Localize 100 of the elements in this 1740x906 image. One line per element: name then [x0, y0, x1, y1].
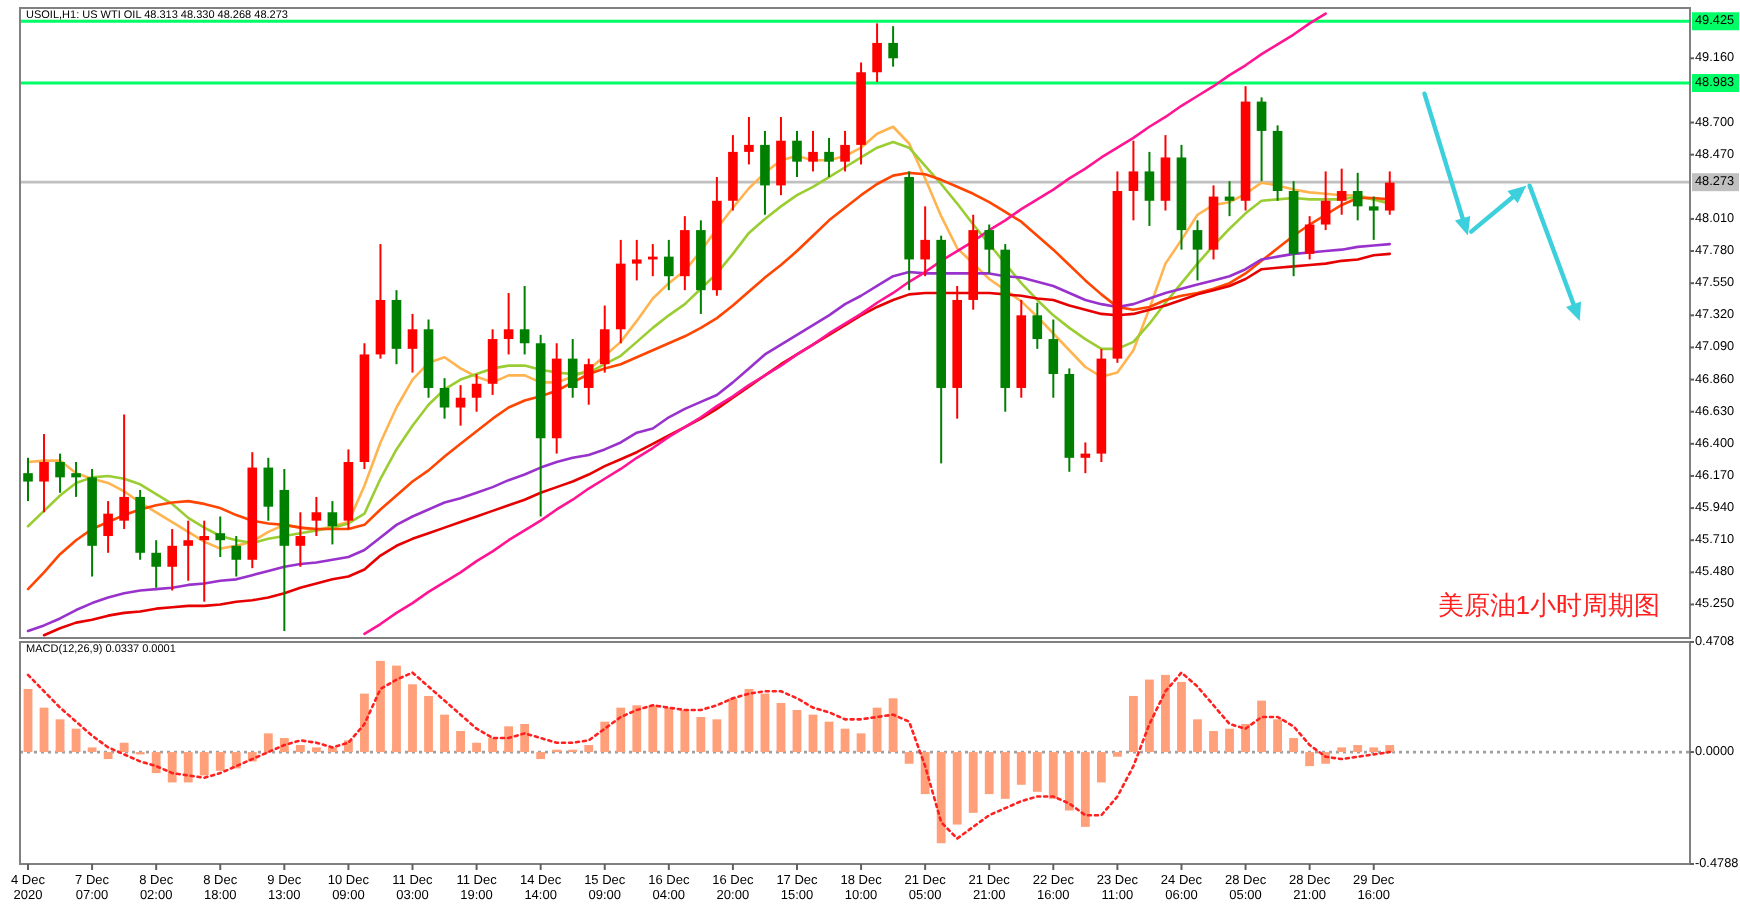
bar — [1337, 747, 1347, 753]
candlestick — [327, 500, 338, 546]
bar — [376, 660, 385, 753]
bar — [392, 665, 401, 753]
bar — [360, 693, 369, 753]
bar — [23, 688, 33, 753]
candlestick — [776, 115, 786, 197]
candlestick — [455, 384, 466, 427]
candlestick — [824, 136, 834, 179]
bar — [1129, 695, 1138, 753]
bar — [55, 719, 65, 753]
bar — [1096, 752, 1106, 783]
bar — [504, 726, 514, 753]
bar — [472, 742, 481, 753]
bar — [680, 709, 690, 753]
bar — [824, 721, 834, 753]
candlestick — [487, 328, 498, 396]
candlestick — [311, 495, 322, 538]
candlestick — [119, 413, 129, 531]
bar — [664, 707, 674, 753]
candlestick — [199, 519, 210, 603]
bar — [792, 709, 802, 753]
bar — [456, 731, 465, 753]
candlestick — [1160, 134, 1171, 212]
bar — [1032, 752, 1042, 792]
bar — [984, 752, 994, 795]
candlestick — [920, 205, 930, 278]
candlestick — [1320, 170, 1331, 232]
bar — [1016, 752, 1026, 785]
bar — [87, 747, 97, 753]
candlestick — [760, 129, 770, 216]
bar — [936, 752, 946, 844]
bar — [39, 707, 49, 753]
text: 美原油1小时周期图 — [1437, 590, 1660, 620]
bar — [119, 742, 129, 753]
candlestick — [167, 528, 177, 592]
bar — [728, 698, 738, 753]
bar — [1177, 681, 1186, 753]
bar — [1000, 752, 1010, 799]
bar — [520, 724, 530, 753]
candlestick — [71, 460, 81, 498]
bar — [167, 752, 177, 783]
line-series — [363, 12, 1327, 636]
bar — [1064, 752, 1074, 811]
candlestick — [664, 238, 674, 292]
candlestick — [439, 377, 450, 420]
bar — [1305, 752, 1315, 767]
candlestick — [840, 129, 850, 173]
candlestick — [808, 129, 818, 173]
bar — [488, 738, 498, 753]
bar — [440, 714, 449, 753]
bar — [856, 733, 866, 753]
candlestick — [1336, 167, 1347, 216]
candlestick — [984, 223, 995, 275]
bar — [888, 698, 898, 753]
bar — [1048, 752, 1058, 799]
bar — [808, 714, 818, 753]
bar — [1161, 674, 1170, 753]
bar — [696, 717, 706, 753]
candlestick — [1224, 180, 1235, 218]
candlestick — [183, 519, 194, 582]
bar — [424, 695, 433, 753]
candlestick — [744, 115, 754, 166]
candlestick — [231, 535, 242, 578]
candlestick — [1304, 215, 1315, 261]
candlestick — [1048, 318, 1059, 399]
bar — [712, 719, 722, 753]
bar — [1257, 700, 1266, 753]
bar — [1193, 719, 1202, 753]
candlestick — [888, 25, 898, 68]
line-series — [26, 671, 1392, 840]
candlestick — [23, 456, 33, 503]
bar — [1289, 738, 1299, 753]
bar — [536, 752, 546, 760]
bar — [776, 702, 786, 753]
candlestick — [55, 452, 65, 494]
candlestick — [1192, 219, 1203, 282]
candlestick — [39, 433, 49, 514]
bar — [760, 693, 770, 753]
candlestick — [1144, 150, 1155, 227]
candlestick — [1256, 96, 1267, 183]
bar — [648, 705, 658, 753]
bar — [1385, 745, 1395, 753]
candlestick — [215, 515, 226, 558]
candlestick — [792, 129, 802, 179]
candlestick — [631, 238, 642, 282]
bar — [1369, 747, 1379, 753]
bar — [199, 752, 209, 776]
candlestick — [1352, 171, 1363, 222]
candlestick — [1128, 139, 1139, 222]
bar — [616, 707, 626, 753]
bar — [408, 684, 417, 753]
bar — [1209, 731, 1218, 753]
bar — [263, 733, 273, 753]
bar — [311, 747, 321, 753]
candlestick — [103, 500, 113, 554]
candlestick — [263, 456, 274, 522]
bar — [968, 752, 978, 813]
bar — [1080, 752, 1090, 827]
candlestick — [151, 539, 161, 589]
